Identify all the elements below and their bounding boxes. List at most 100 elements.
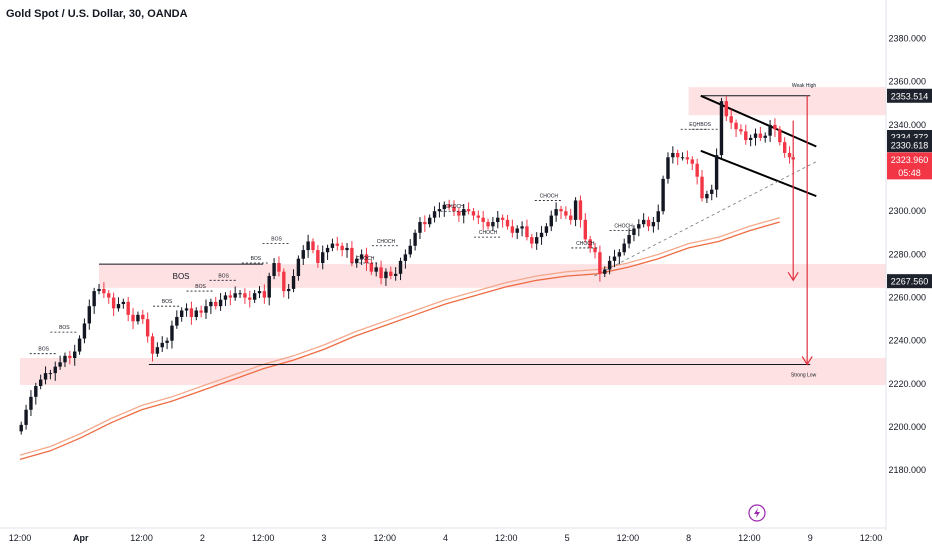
candle-body	[544, 226, 549, 233]
zone-rect	[688, 87, 886, 116]
candle-body	[102, 288, 106, 294]
candle-body	[19, 424, 23, 432]
structure-label: BOS	[700, 122, 711, 128]
x-tick-label: 12:00	[373, 533, 396, 543]
price-tag-label: 2353.514	[891, 91, 929, 101]
candle-body	[384, 271, 388, 279]
target-arrow-head	[787, 271, 799, 282]
candle-body	[272, 263, 276, 276]
candle-body	[228, 295, 233, 298]
candle-body	[748, 137, 753, 141]
candle-body	[350, 247, 354, 264]
candle-body	[204, 306, 208, 313]
candle-body	[116, 304, 121, 309]
candle-body	[632, 228, 636, 235]
candle-body	[238, 293, 242, 295]
candle-body	[452, 206, 456, 212]
structure-label: BOS	[59, 325, 70, 331]
lightning-icon-ring	[748, 504, 766, 522]
candle-body	[622, 243, 626, 253]
candle-body	[267, 275, 271, 298]
candle-body	[155, 347, 160, 354]
zone-rect	[99, 264, 264, 288]
candle-body	[379, 267, 383, 279]
price-tag-box	[887, 88, 932, 103]
price-tag-label: 2267.560	[891, 277, 929, 287]
candle-body	[457, 211, 461, 216]
candle-body	[165, 340, 169, 343]
candle-body	[389, 271, 393, 276]
candle-body	[199, 310, 203, 313]
candle-body	[554, 209, 558, 216]
structure-label: CHOCH	[356, 256, 375, 262]
candle-body	[345, 247, 349, 251]
candle-body	[252, 293, 257, 300]
price-tag-box	[887, 138, 932, 153]
candle-body	[700, 176, 704, 199]
candle-body	[423, 222, 427, 225]
structure-label: BOS	[38, 347, 49, 353]
price-tag-label: 2323.960	[891, 155, 929, 165]
chart-title: Gold Spot / U.S. Dollar, 30, OANDA	[6, 8, 188, 20]
y-tick-label: 2240.000	[888, 336, 926, 346]
structure-label: BOS	[251, 256, 262, 262]
candle-body	[408, 245, 412, 255]
channel-line-lower	[700, 149, 817, 198]
x-tick-label: 9	[808, 533, 813, 543]
price-tag-label: 2334.372	[891, 132, 929, 142]
candle-body	[471, 211, 476, 216]
candle-body	[437, 209, 442, 212]
candle-body	[403, 254, 408, 261]
candle-body	[559, 209, 563, 212]
candle-body	[325, 247, 330, 253]
candle-body	[534, 237, 539, 244]
candle-body	[306, 241, 310, 251]
axes-layer: 2180.000 2200.000 2220.000 2240.000 2260.000…	[0, 0, 926, 543]
moving-average-layer	[19, 217, 780, 461]
x-tick-label: 3	[321, 533, 326, 543]
x-tick-label: 12:00	[617, 533, 640, 543]
candle-body	[612, 256, 617, 261]
candle-body	[184, 308, 189, 311]
candle-body	[160, 342, 164, 348]
candle-body	[583, 219, 588, 240]
candle-body	[73, 351, 77, 358]
candle-body	[121, 301, 126, 305]
candle-body	[277, 263, 281, 272]
structure-label: EQH	[689, 122, 700, 128]
candle-body	[739, 129, 743, 132]
x-tick-label: 4	[443, 533, 448, 543]
structure-label: CHOCH	[445, 204, 464, 210]
candle-body	[291, 275, 296, 289]
candle-body	[427, 217, 432, 225]
level-label: Strong Low	[791, 372, 817, 378]
price-tag-box	[887, 274, 932, 289]
structure-label: CHOCH	[479, 230, 498, 236]
candle-body	[525, 226, 529, 238]
candle-body	[778, 129, 782, 143]
y-tick-label: 2260.000	[888, 293, 926, 303]
lightning-icon[interactable]	[754, 508, 760, 518]
candle-body	[520, 226, 524, 229]
candle-body	[393, 273, 398, 276]
candle-body	[588, 239, 592, 248]
candle-body	[340, 245, 344, 251]
candle-body	[593, 247, 597, 253]
zones-layer: BOS	[20, 87, 887, 385]
candle-body	[690, 159, 694, 164]
price-tag-box	[887, 165, 932, 180]
candle-body	[578, 200, 583, 220]
annotations-layer: BOS BOS BOS BOS BOS BOS BOS CHOCH CHOCH CHOCH CHOC…	[29, 95, 813, 522]
candle-body	[38, 379, 43, 387]
candle-body	[248, 297, 252, 300]
candle-body	[462, 209, 466, 216]
candle-body	[43, 373, 48, 380]
candle-body	[539, 232, 544, 238]
candle-body	[666, 157, 670, 179]
candle-body	[724, 101, 729, 117]
candle-body	[34, 386, 38, 397]
price-tag-label: 2330.618	[891, 141, 929, 151]
